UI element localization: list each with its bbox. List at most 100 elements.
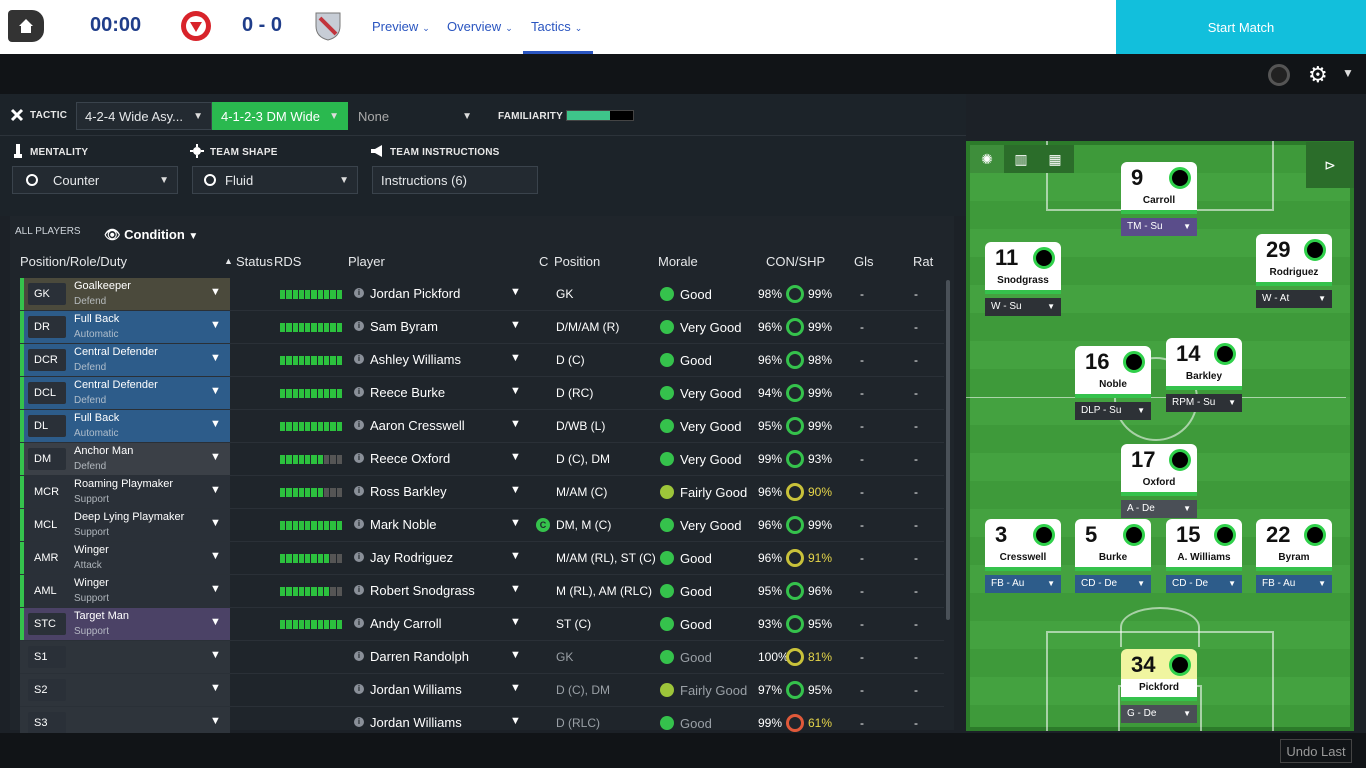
home-button[interactable] [8,10,44,42]
role-pill[interactable]: FB - Au ▼ [1256,575,1332,593]
chevron-down-icon[interactable]: ▼ [510,484,521,496]
info-icon[interactable]: i [354,420,364,430]
role-cell[interactable]: S1 ▼ [20,641,230,673]
chevron-down-icon[interactable]: ▼ [510,550,521,562]
role-pill[interactable]: CD - De ▼ [1075,575,1151,593]
player-card[interactable]: 17 Oxford [1121,444,1197,496]
role-cell[interactable]: DCR Central Defender Defend ▼ [20,344,230,376]
table-row[interactable]: MCL Deep Lying Playmaker Support ▼ i Mark Nob… [20,509,944,542]
role-cell[interactable]: STC Target Man Support ▼ [20,608,230,640]
player-card[interactable]: 3 Cresswell [985,519,1061,571]
chevron-down-icon[interactable]: ▼ [210,484,221,496]
team-shape-select[interactable]: Fluid ▼ [192,166,358,194]
table-row[interactable]: GK Goalkeeper Defend ▼ i Jordan Pickford ▼ GK Go… [20,278,944,311]
bar-chart-icon[interactable]: ▥ [1014,150,1028,167]
player-card[interactable]: 14 Barkley [1166,338,1242,390]
col-con-shp[interactable]: CON/SHP [766,254,826,269]
table-row[interactable]: DL Full Back Automatic ▼ i Aaron Cresswell ▼ D/… [20,410,944,443]
role-pill[interactable]: CD - De ▼ [1166,575,1242,593]
chevron-down-icon[interactable]: ▼ [510,682,521,694]
role-cell[interactable]: DCL Central Defender Defend ▼ [20,377,230,409]
role-pill[interactable]: RPM - Su ▼ [1166,394,1242,412]
nav-preview[interactable]: Preview ⌄ [372,19,430,34]
table-row[interactable]: DCR Central Defender Defend ▼ i Ashley Willia… [20,344,944,377]
info-icon[interactable]: i [354,321,364,331]
role-cell[interactable]: AML Winger Support ▼ [20,575,230,607]
table-row[interactable]: MCR Roaming Playmaker Support ▼ i Ross Barkle… [20,476,944,509]
chevron-down-icon[interactable]: ▼ [210,583,221,595]
chevron-down-icon[interactable]: ▼ [510,451,521,463]
player-name[interactable]: Aaron Cresswell [370,418,465,433]
role-pill[interactable]: TM - Su ▼ [1121,218,1197,236]
table-scrollbar[interactable] [946,280,950,620]
role-cell[interactable]: DM Anchor Man Defend ▼ [20,443,230,475]
chevron-down-icon[interactable]: ▼ [210,715,221,727]
info-icon[interactable]: i [354,717,364,727]
player-name[interactable]: Andy Carroll [370,616,442,631]
player-name[interactable]: Reece Burke [370,385,446,400]
chevron-down-icon[interactable]: ▼ [510,319,521,331]
info-icon[interactable]: i [354,552,364,562]
chevron-down-icon[interactable]: ▼ [210,352,221,364]
chevron-down-icon[interactable]: ▼ [510,583,521,595]
team-instructions-button[interactable]: Instructions (6) [372,166,538,194]
table-row[interactable]: DR Full Back Automatic ▼ i Sam Byram ▼ D/M/AM (… [20,311,944,344]
undo-last-button[interactable]: Undo Last [1280,739,1352,763]
col-rds[interactable]: RDS [274,254,302,269]
player-card[interactable]: 16 Noble [1075,346,1151,398]
player-card[interactable]: 15 A. Williams [1166,519,1242,571]
col-player[interactable]: Player [348,254,385,269]
chevron-down-icon[interactable]: ▼ [210,451,221,463]
info-icon[interactable]: i [354,684,364,694]
col-captain[interactable]: C [539,254,549,269]
info-icon[interactable]: i [354,387,364,397]
player-name[interactable]: Jordan Williams [370,715,462,730]
player-card[interactable]: 5 Burke [1075,519,1151,571]
player-name[interactable]: Robert Snodgrass [370,583,475,598]
info-icon[interactable]: i [354,519,364,529]
col-goals[interactable]: Gls [854,254,874,269]
chevron-down-icon[interactable]: ▼ [510,715,521,727]
collapse-panel-button[interactable]: ⊳ [1306,142,1354,188]
player-card[interactable]: 22 Byram [1256,519,1332,571]
player-name[interactable]: Darren Randolph [370,649,470,664]
table-row[interactable]: STC Target Man Support ▼ i Andy Carroll ▼ ST (C… [20,608,944,641]
chevron-down-icon[interactable]: ▼ [210,682,221,694]
tactic-slot-2[interactable]: 4-1-2-3 DM Wide ▼ [212,102,348,130]
col-position[interactable]: Position [554,254,601,269]
col-rating[interactable]: Rat [913,254,934,269]
player-name[interactable]: Ross Barkley [370,484,447,499]
player-name[interactable]: Mark Noble [370,517,437,532]
chevron-down-icon[interactable]: ▼ [510,352,521,364]
table-row[interactable]: S2 ▼ i Jordan Williams ▼ D (C), DM Fairly Good… [20,674,944,707]
table-row[interactable]: AMR Winger Attack ▼ i Jay Rodriguez ▼ M/AM (RL)… [20,542,944,575]
pitch-view-condition-icon[interactable]: ✺ [970,145,1004,173]
table-row[interactable]: AML Winger Support ▼ i Robert Snodgrass ▼ M (RL… [20,575,944,608]
col-status[interactable]: Status [236,254,273,269]
info-icon[interactable]: i [354,651,364,661]
chevron-down-icon[interactable]: ▼ [210,385,221,397]
chevron-down-icon[interactable]: ▼ [210,418,221,430]
info-icon[interactable]: i [354,288,364,298]
role-pill[interactable]: W - Su ▼ [985,298,1061,316]
col-morale[interactable]: Morale [658,254,698,269]
chevron-down-icon[interactable]: ▼ [510,616,521,628]
player-card[interactable]: 34 Pickford [1121,649,1197,701]
role-cell[interactable]: S2 ▼ [20,674,230,706]
nav-overview[interactable]: Overview ⌄ [447,19,513,34]
tactic-slot-1[interactable]: 4-2-4 Wide Asy... ▼ [76,102,212,130]
gear-icon[interactable]: ⚙ [1308,62,1328,87]
role-cell[interactable]: GK Goalkeeper Defend ▼ [20,278,230,310]
grid-view-icon[interactable]: ▦ [1048,150,1062,167]
role-pill[interactable]: DLP - Su ▼ [1075,402,1151,420]
start-match-button[interactable]: Start Match [1116,0,1366,54]
chevron-down-icon[interactable]: ▼ [210,649,221,661]
info-icon[interactable]: i [354,585,364,595]
info-icon[interactable]: i [354,453,364,463]
role-pill[interactable]: G - De ▼ [1121,705,1197,723]
role-cell[interactable]: MCR Roaming Playmaker Support ▼ [20,476,230,508]
player-name[interactable]: Reece Oxford [370,451,451,466]
chevron-down-icon[interactable]: ▼ [210,517,221,529]
info-icon[interactable]: i [354,486,364,496]
player-name[interactable]: Sam Byram [370,319,438,334]
